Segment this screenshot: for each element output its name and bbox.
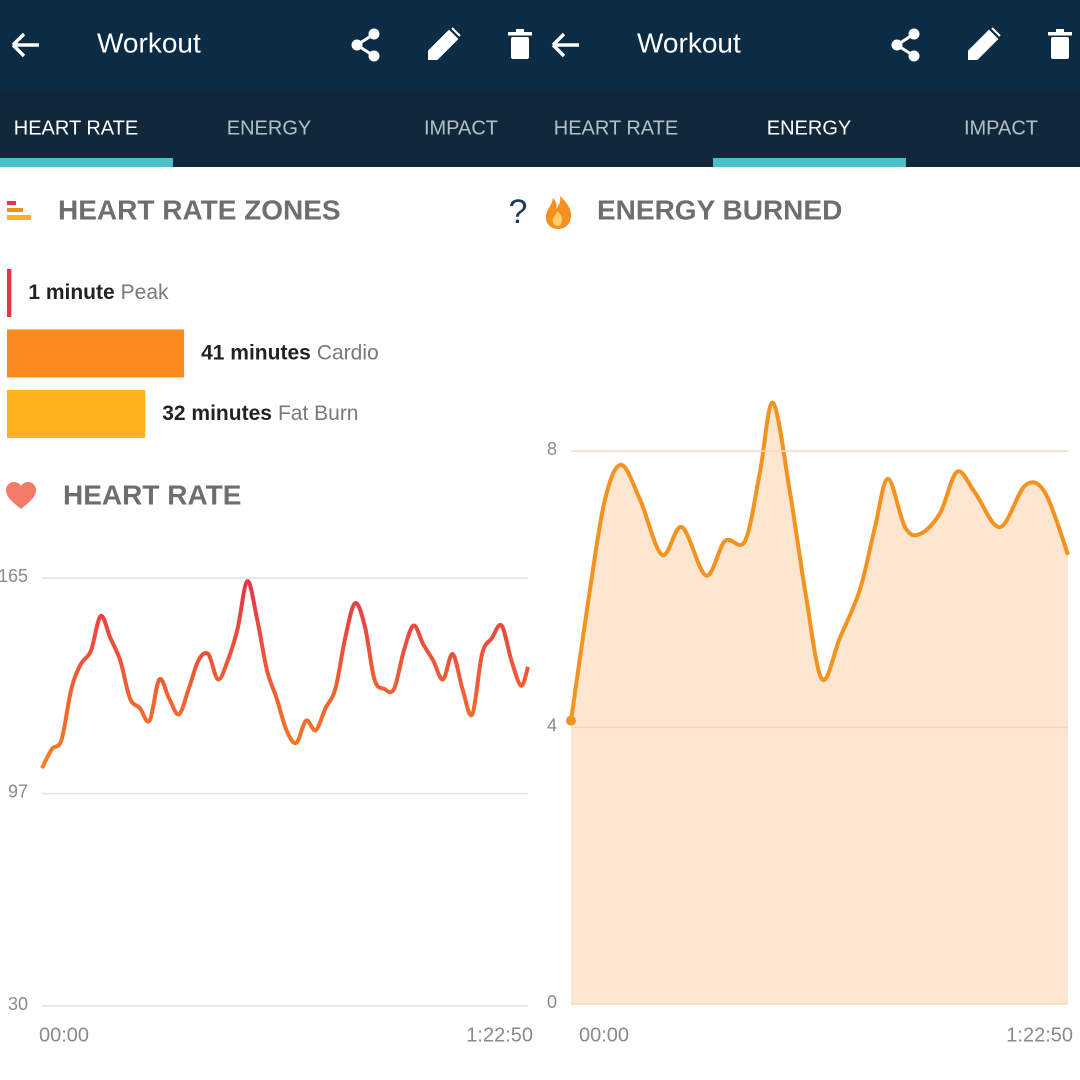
heart-rate-line — [40, 579, 530, 770]
zone-minutes: 41 minutes — [201, 341, 311, 364]
header-title: Workout — [97, 27, 201, 58]
help-button[interactable]: ? — [509, 193, 528, 231]
tab[interactable]: ENERGY — [227, 117, 311, 139]
x-tick-label: 00:00 — [39, 1024, 89, 1046]
zone-name: Fat Burn — [278, 402, 359, 425]
flame-icon-inner — [552, 211, 563, 226]
header-title: Workout — [637, 27, 741, 58]
tab[interactable]: IMPACT — [964, 117, 1038, 139]
y-tick-label: 30 — [8, 994, 28, 1014]
y-tick-label: 4 — [547, 715, 557, 735]
x-tick-label: 1:22:50 — [1006, 1024, 1073, 1046]
tab-bar — [0, 90, 540, 167]
active-tab-indicator — [0, 158, 173, 167]
y-tick-label: 165 — [0, 566, 28, 586]
zones-icon — [7, 201, 31, 220]
zone-label: 32 minutes Fat Burn — [162, 402, 358, 425]
zone-minutes: 32 minutes — [162, 402, 272, 425]
x-tick-label: 00:00 — [579, 1024, 629, 1046]
x-tick-label: 1:22:50 — [466, 1024, 533, 1046]
zone-bar — [7, 390, 146, 438]
zone-label: 41 minutes Cardio — [201, 341, 379, 364]
zones-title: HEART RATE ZONES — [58, 194, 341, 225]
delete-button[interactable] — [1048, 29, 1072, 59]
zone-minutes: 1 minute — [28, 281, 114, 304]
active-tab-indicator — [713, 158, 906, 167]
tab[interactable]: ENERGY — [767, 117, 851, 139]
zone-bar — [7, 329, 185, 378]
delete-button[interactable] — [508, 29, 532, 59]
tab-bar — [540, 90, 1080, 167]
energy-line — [569, 400, 1070, 721]
start-point — [566, 715, 576, 726]
zone-name: Peak — [121, 281, 169, 304]
screen-left-toolbar: Workout — [0, 0, 540, 167]
y-tick-label: 8 — [547, 439, 557, 459]
chart-title: HEART RATE — [63, 479, 241, 510]
chart-title: ENERGY BURNED — [597, 194, 842, 225]
tab[interactable]: HEART RATE — [14, 117, 138, 139]
screen-right-toolbar: Workout — [540, 0, 1080, 167]
y-tick-label: 0 — [547, 992, 557, 1012]
y-tick-label: 97 — [8, 781, 28, 801]
heart-icon — [6, 482, 36, 509]
energy-area — [571, 402, 1068, 1004]
header — [0, 0, 540, 90]
tab[interactable]: HEART RATE — [554, 117, 678, 139]
zone-label: 1 minute Peak — [28, 281, 169, 304]
zone-name: Cardio — [317, 341, 379, 364]
tab[interactable]: IMPACT — [424, 117, 498, 139]
header — [540, 0, 1080, 90]
zone-bar — [7, 269, 12, 317]
